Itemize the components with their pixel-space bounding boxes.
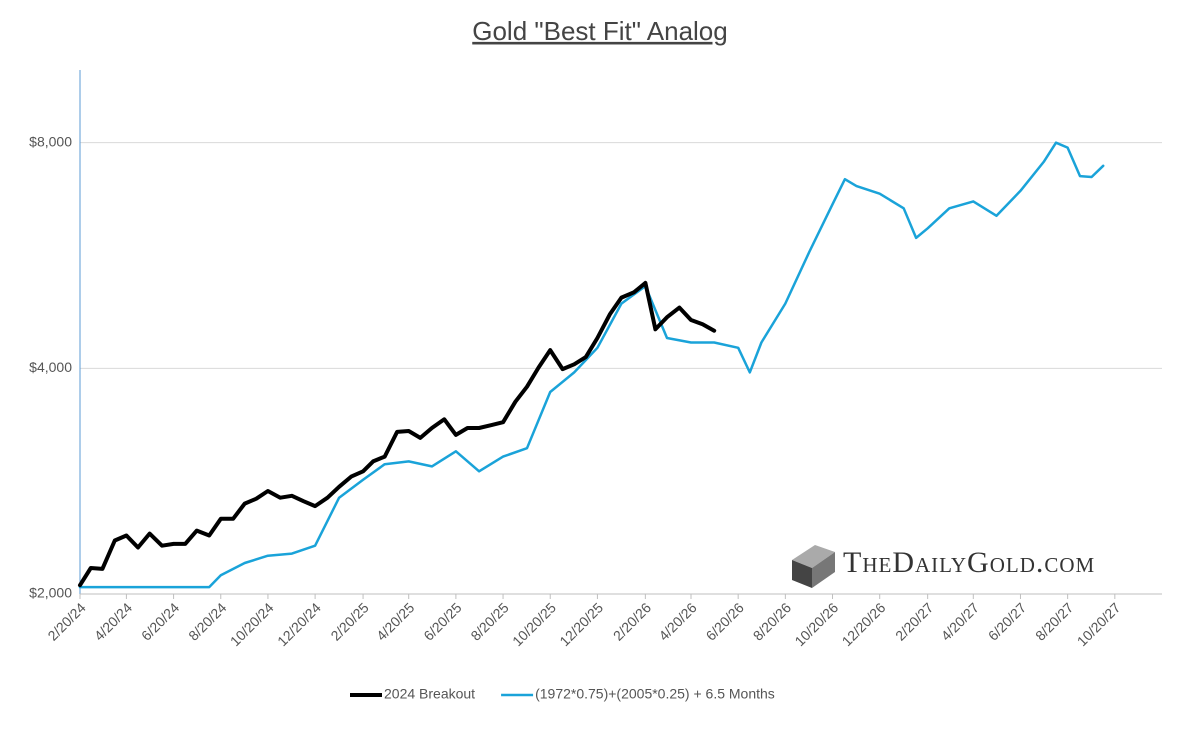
x-tick-label: 6/20/27 bbox=[985, 599, 1029, 643]
x-tick-label: 10/20/25 bbox=[509, 599, 559, 649]
x-tick-label: 4/20/25 bbox=[373, 599, 417, 643]
x-tick-label: 8/20/24 bbox=[185, 599, 229, 643]
x-tick-label: 8/20/27 bbox=[1032, 599, 1076, 643]
legend-label: 2024 Breakout bbox=[384, 686, 475, 702]
x-tick-label: 10/20/26 bbox=[791, 599, 841, 649]
x-tick-label: 2/20/25 bbox=[327, 599, 371, 643]
x-tick-label: 2/20/27 bbox=[892, 599, 936, 643]
x-tick-label: 8/20/25 bbox=[467, 599, 511, 643]
chart-title: Gold "Best Fit" Analog bbox=[472, 16, 727, 46]
x-tick-label: 4/20/24 bbox=[91, 599, 135, 643]
logo bbox=[792, 545, 835, 588]
y-tick-label: $4,000 bbox=[29, 359, 72, 375]
x-tick-label: 6/20/25 bbox=[420, 599, 464, 643]
x-tick-label: 8/20/26 bbox=[750, 599, 794, 643]
x-tick-label: 10/20/27 bbox=[1074, 599, 1124, 649]
x-tick-label: 6/20/26 bbox=[703, 599, 747, 643]
x-tick-label: 4/20/27 bbox=[938, 599, 982, 643]
series-line bbox=[78, 280, 717, 588]
legend-label: (1972*0.75)+(2005*0.25) + 6.5 Months bbox=[535, 686, 775, 702]
series-line bbox=[78, 141, 1105, 589]
x-tick-label: 10/20/24 bbox=[227, 599, 277, 649]
x-tick-label: 6/20/24 bbox=[138, 599, 182, 643]
y-tick-label: $8,000 bbox=[29, 133, 72, 149]
x-tick-label: 4/20/26 bbox=[655, 599, 699, 643]
x-tick-label: 12/20/26 bbox=[839, 599, 889, 649]
x-tick-label: 12/20/25 bbox=[556, 599, 606, 649]
x-tick-label: 12/20/24 bbox=[274, 599, 324, 649]
x-tick-label: 2/20/26 bbox=[610, 599, 654, 643]
y-tick-label: $2,000 bbox=[29, 585, 72, 601]
watermark: TheDailyGold.com bbox=[843, 546, 1095, 579]
legend: 2024 Breakout (1972*0.75)+(2005*0.25) + 6… bbox=[350, 686, 775, 702]
x-tick-label: 2/20/24 bbox=[44, 599, 88, 643]
